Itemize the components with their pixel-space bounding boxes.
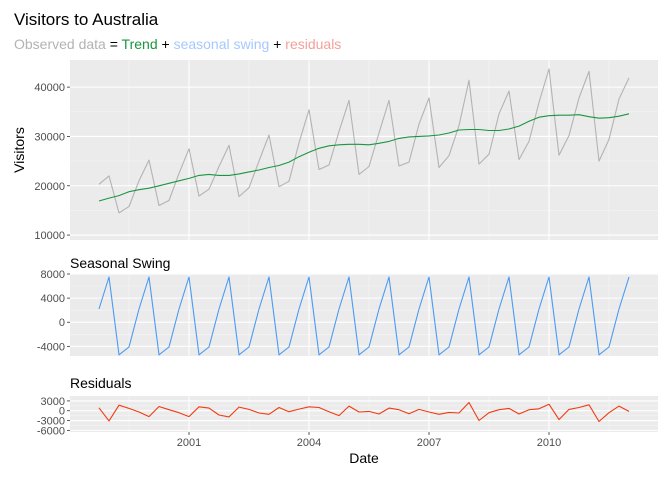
- y-tick-label: 0: [59, 406, 65, 418]
- panel-1: 10000 20000 30000 40000 Visitors: [11, 60, 658, 242]
- chart-title: Visitors to Australia: [14, 10, 159, 29]
- subtitle-observed: Observed data: [14, 36, 106, 52]
- y-tick-label: 3000: [41, 396, 65, 408]
- trend-series-line: [98, 113, 630, 202]
- subtitle-trend: Trend: [121, 36, 158, 52]
- subtitle-plus-2: +: [269, 36, 286, 52]
- y-tick-label: 10000: [34, 230, 65, 242]
- y-tick-label: 4000: [41, 293, 65, 305]
- y-axis-title: Visitors: [11, 127, 27, 173]
- residuals-series-line: [98, 401, 630, 423]
- panel-title: Residuals: [70, 375, 131, 391]
- panel-background: [70, 60, 658, 240]
- panel-2: -4000 0 4000 8000 Seasonal Swing: [37, 255, 658, 356]
- x-tick-label: 2001: [177, 437, 201, 449]
- x-axis-title: Date: [349, 450, 379, 466]
- panel-title: Seasonal Swing: [70, 255, 170, 271]
- y-tick-label: -6000: [37, 425, 65, 437]
- subtitle-residuals: residuals: [285, 36, 342, 52]
- subtitle-seasonal: seasonal swing: [173, 36, 270, 52]
- y-tick-label: 30000: [34, 131, 65, 143]
- x-tick-label: 2004: [297, 437, 321, 449]
- panel-background: [70, 274, 658, 356]
- subtitle-equals: =: [105, 36, 122, 52]
- x-tick-label: 2007: [417, 437, 441, 449]
- subtitle-plus-1: +: [157, 36, 174, 52]
- x-tick-label: 2010: [537, 437, 561, 449]
- y-tick-label: -4000: [37, 341, 65, 353]
- y-tick-label: 40000: [34, 82, 65, 94]
- y-tick-label: 8000: [41, 269, 65, 281]
- seasonal-series-line: [98, 276, 630, 356]
- y-tick-label: -3000: [37, 416, 65, 428]
- observed-series-line: [98, 68, 630, 214]
- y-tick-label: 0: [59, 317, 65, 329]
- panel-background: [70, 396, 658, 432]
- y-tick-label: 20000: [34, 181, 65, 193]
- chart-subtitle: Observed data = Trend + seasonal swing +…: [14, 36, 341, 52]
